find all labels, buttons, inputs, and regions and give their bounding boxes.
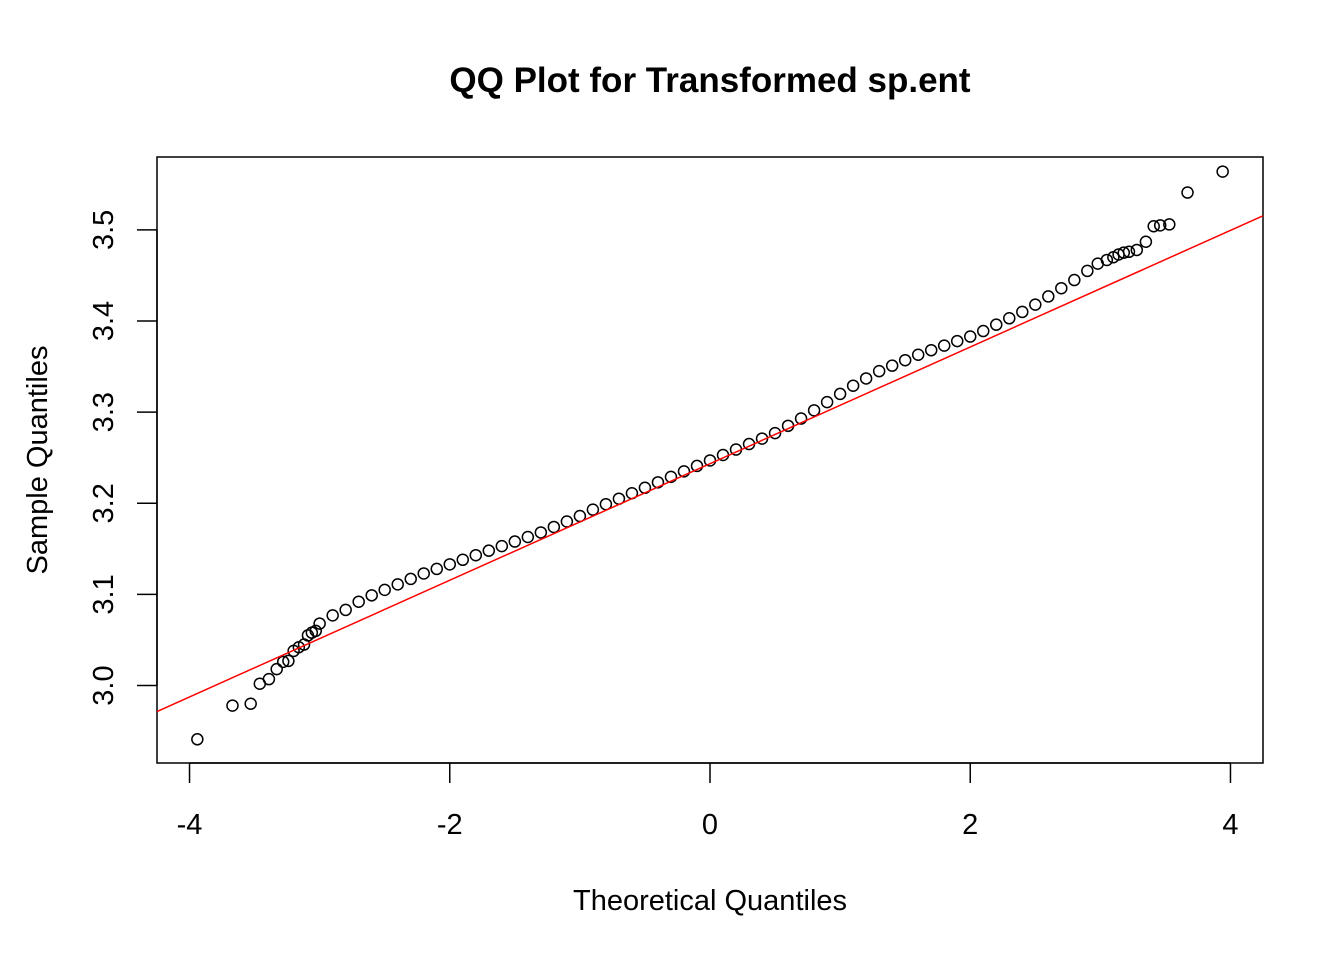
data-point xyxy=(885,359,899,372)
data-point xyxy=(326,609,339,622)
data-point xyxy=(482,544,496,557)
data-point xyxy=(1139,235,1153,248)
data-point xyxy=(950,334,964,348)
data-point xyxy=(963,330,977,343)
data-point xyxy=(1163,218,1176,231)
data-point xyxy=(664,470,678,484)
data-point xyxy=(404,572,417,586)
data-point xyxy=(1153,219,1167,232)
data-point xyxy=(547,520,561,534)
y-tick-label: 3.0 xyxy=(88,665,120,705)
data-point xyxy=(976,324,990,338)
x-axis-label: Theoretical Quantiles xyxy=(573,885,847,917)
x-tick-label: 4 xyxy=(1222,809,1238,841)
data-point xyxy=(495,539,509,553)
data-point xyxy=(1042,290,1055,303)
x-tick-label: -2 xyxy=(437,809,463,841)
x-tick-label: 2 xyxy=(962,809,978,841)
data-point xyxy=(872,364,886,378)
data-point xyxy=(309,624,322,638)
chart-title: QQ Plot for Transformed sp.ent xyxy=(449,61,971,100)
reference-line xyxy=(156,215,1264,713)
data-point xyxy=(1081,264,1094,278)
data-point xyxy=(1100,253,1114,267)
data-point xyxy=(244,697,257,711)
data-point xyxy=(859,372,873,385)
data-point xyxy=(1029,298,1042,311)
data-point xyxy=(191,733,204,746)
data-point xyxy=(768,426,782,440)
x-tick-label: 0 xyxy=(702,809,718,841)
y-axis: 3.0 3.1 3.2 3.3 3.4 3.5 xyxy=(88,210,158,706)
data-point xyxy=(924,343,938,357)
data-point xyxy=(1068,273,1081,287)
data-point xyxy=(898,353,912,367)
data-point xyxy=(417,567,430,580)
data-point xyxy=(911,348,925,361)
data-point xyxy=(1130,243,1144,257)
x-tick-label: -4 xyxy=(177,809,203,841)
data-point xyxy=(456,553,470,567)
data-point xyxy=(352,595,365,608)
y-axis-label: Sample Quantiles xyxy=(22,346,54,575)
y-tick-label: 3.2 xyxy=(88,483,120,523)
data-point xyxy=(313,617,326,630)
data-point xyxy=(1147,220,1160,233)
data-point xyxy=(508,535,522,548)
data-point xyxy=(270,662,283,676)
x-axis: -4 -2 0 2 4 xyxy=(177,762,1239,841)
data-point xyxy=(430,562,444,576)
data-point xyxy=(443,558,457,571)
data-point xyxy=(276,655,290,669)
y-tick-label: 3.5 xyxy=(88,210,120,250)
data-point xyxy=(677,465,691,478)
data-point xyxy=(1003,312,1016,325)
data-point xyxy=(378,583,391,597)
data-point xyxy=(521,530,535,544)
data-point xyxy=(262,672,276,686)
data-point xyxy=(651,476,665,489)
data-point xyxy=(1181,186,1194,199)
data-point xyxy=(391,578,404,591)
data-point xyxy=(1216,165,1229,178)
reference-line-group xyxy=(156,215,1264,713)
data-point xyxy=(1055,281,1068,295)
y-tick-label: 3.4 xyxy=(88,301,120,341)
data-point xyxy=(1117,246,1131,259)
data-point xyxy=(586,503,600,516)
data-point xyxy=(365,589,378,602)
y-tick-label: 3.1 xyxy=(88,574,120,614)
y-tick-label: 3.3 xyxy=(88,392,120,432)
data-point xyxy=(846,379,860,392)
data-point xyxy=(990,318,1003,331)
data-point xyxy=(820,395,834,409)
data-point xyxy=(937,339,951,352)
data-point xyxy=(282,654,295,668)
data-point xyxy=(794,412,808,425)
data-points xyxy=(191,165,1229,746)
data-point xyxy=(469,548,483,562)
data-point xyxy=(833,387,847,401)
plot-frame xyxy=(156,156,1264,764)
data-point xyxy=(1122,245,1136,259)
data-point xyxy=(226,699,239,712)
data-point xyxy=(534,526,548,539)
data-point xyxy=(1016,305,1029,319)
data-point xyxy=(690,459,704,473)
data-point xyxy=(807,404,821,417)
data-point xyxy=(339,603,352,617)
